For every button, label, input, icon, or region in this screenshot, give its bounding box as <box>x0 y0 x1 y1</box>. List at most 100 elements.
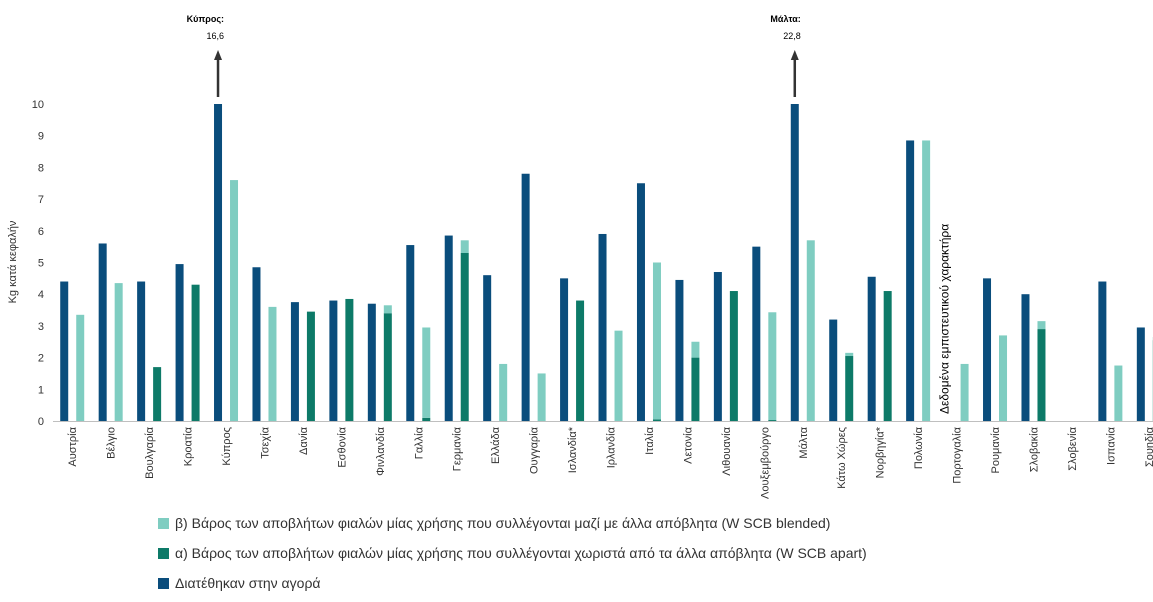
bar-market <box>829 320 837 421</box>
bar-market <box>406 245 414 421</box>
bar-market <box>291 302 299 421</box>
x-tick-label: Γαλλία <box>413 426 425 459</box>
bar-market <box>752 247 760 421</box>
bar-market <box>522 174 530 421</box>
overflow-value: 16,6 <box>206 31 224 41</box>
bar-apart <box>691 358 699 421</box>
bar-blended <box>691 342 699 358</box>
x-tick-label: Σουηδία <box>1144 426 1153 467</box>
bar-blended <box>461 240 469 253</box>
bar-apart <box>345 299 353 421</box>
x-tick-label: Φινλανδία <box>375 426 387 475</box>
bar-blended <box>115 283 123 421</box>
bar-blended <box>1114 366 1122 421</box>
x-tick-label: Κάτω Χώρες <box>836 427 848 489</box>
x-tick-label: Βέλγιο <box>106 427 118 459</box>
legend-swatch-blended <box>158 518 169 529</box>
x-tick-label: Βουλγαρία <box>144 426 156 479</box>
legend-label-blended: β) Βάρος των αποβλήτων φιαλών μίας χρήση… <box>175 515 830 531</box>
overflow-arrow-head <box>791 50 799 60</box>
bar-market <box>675 280 683 421</box>
confidential-note: Δεδομένα εμπιστευτικού χαρακτήρα <box>938 224 952 414</box>
x-tick-label: Δανία <box>298 426 310 455</box>
x-tick-label: Ουγγαρία <box>529 426 541 474</box>
bar-blended <box>268 307 276 421</box>
x-tick-label: Ισπανία <box>1105 426 1117 465</box>
legend-label-apart: α) Βάρος των αποβλήτων φιαλών μίας χρήση… <box>175 545 867 561</box>
x-tick-label: Τσεχία <box>259 426 271 458</box>
x-tick-label: Λετονία <box>682 426 694 464</box>
bar-blended <box>499 364 507 421</box>
bar-market <box>868 277 876 421</box>
bar-apart <box>845 356 853 421</box>
overflow-arrow-head <box>214 50 222 60</box>
y-tick-label: 7 <box>38 194 44 206</box>
bar-market <box>176 264 184 421</box>
bar-apart <box>384 313 392 421</box>
bar-market <box>906 140 914 421</box>
x-tick-label: Εσθονία <box>336 426 348 467</box>
bar-blended <box>422 327 430 417</box>
legend-label-market: Διατέθηκαν στην αγορά <box>175 575 321 591</box>
x-tick-label: Νορβηγία* <box>875 426 887 478</box>
y-tick-label: 5 <box>38 258 44 270</box>
bar-blended <box>845 353 853 356</box>
x-tick-label: Γερμανία <box>452 426 464 471</box>
bar-blended <box>615 331 623 421</box>
bar-market <box>483 275 491 421</box>
bar-market <box>983 278 991 421</box>
bar-blended <box>768 312 776 420</box>
y-tick-label: 4 <box>38 289 44 301</box>
bar-market <box>99 243 107 421</box>
bar-market <box>560 278 568 421</box>
x-tick-label: Ρουμανία <box>990 426 1002 473</box>
bar-blended <box>1037 321 1045 329</box>
bar-blended <box>538 373 546 421</box>
y-tick-label: 2 <box>38 353 44 365</box>
bar-market <box>445 236 453 421</box>
y-axis-label: Kg κατά κεφαλήν <box>7 220 19 303</box>
x-tick-label: Λουξεμβούργο <box>759 427 771 499</box>
bar-apart <box>461 253 469 421</box>
bar-apart <box>422 418 430 421</box>
bar-market <box>1137 327 1145 421</box>
bar-market <box>60 282 68 421</box>
bar-blended <box>999 335 1007 421</box>
y-tick-label: 10 <box>32 99 44 111</box>
x-tick-label: Ισλανδία* <box>567 426 579 473</box>
bar-market <box>714 272 722 421</box>
y-tick-label: 0 <box>38 416 44 428</box>
legend-swatch-apart <box>158 548 169 559</box>
overflow-value: 22,8 <box>783 31 801 41</box>
x-tick-label: Πολωνία <box>913 426 925 469</box>
bar-blended <box>807 240 815 421</box>
x-tick-label: Ιρλανδία <box>606 426 618 468</box>
legend: β) Βάρος των αποβλήτων φιαλών μίας χρήση… <box>158 512 867 602</box>
bar-apart <box>1037 329 1045 421</box>
x-tick-label: Κύπρος <box>221 427 233 466</box>
x-tick-label: Ιταλία <box>644 426 656 455</box>
bar-market <box>637 183 645 421</box>
bar-market <box>252 267 260 421</box>
bar-blended <box>922 140 930 421</box>
bar-apart <box>730 291 738 421</box>
bar-market <box>214 104 222 421</box>
x-tick-label: Αυστρία <box>67 426 79 466</box>
bar-apart <box>653 419 661 421</box>
overflow-label: Μάλτα: <box>770 14 800 24</box>
x-tick-label: Κροατία <box>183 426 195 466</box>
x-tick-label: Λιθουανία <box>721 426 733 475</box>
bar-market <box>368 304 376 421</box>
x-tick-label: Ελλάδα <box>490 426 502 464</box>
y-tick-label: 9 <box>38 131 44 143</box>
x-tick-label: Μάλτα <box>798 426 810 458</box>
y-tick-label: 3 <box>38 321 44 333</box>
bar-market <box>1098 282 1106 421</box>
y-tick-label: 6 <box>38 226 44 238</box>
legend-swatch-market <box>158 578 169 589</box>
bar-apart <box>153 367 161 421</box>
bar-blended <box>961 364 969 421</box>
bar-market <box>791 104 799 421</box>
x-tick-label: Σλοβενία <box>1067 426 1079 470</box>
